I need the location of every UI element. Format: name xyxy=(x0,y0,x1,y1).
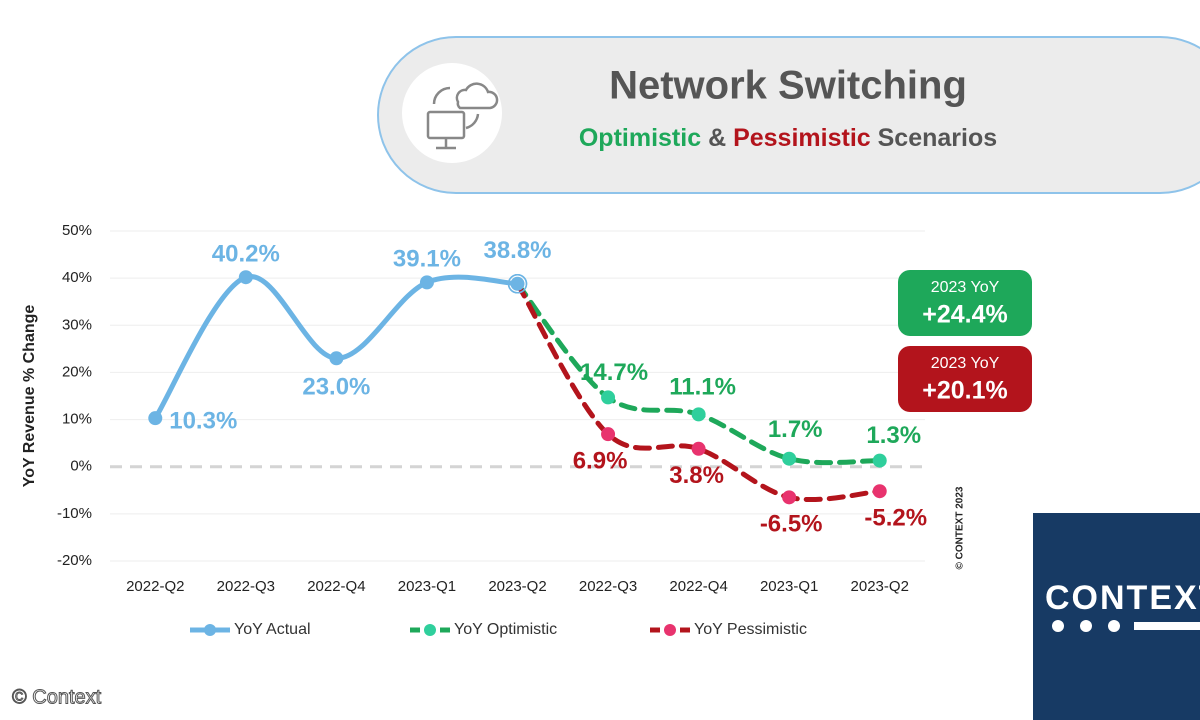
subtitle: Optimistic & Pessimistic Scenarios xyxy=(579,124,997,152)
badge xyxy=(898,346,1032,412)
legend-label: YoY Optimistic xyxy=(454,621,557,638)
marker xyxy=(872,484,887,499)
value-label: -6.5% xyxy=(760,511,823,538)
badge-heading: 2023 YoY xyxy=(931,355,1000,372)
subtitle-optimistic: Optimistic xyxy=(579,124,701,152)
logo-dots xyxy=(1052,620,1200,632)
header-pill xyxy=(377,36,1200,194)
logo-box xyxy=(1033,513,1200,720)
x-tick-label: 2023-Q1 xyxy=(760,578,818,595)
legend-marker xyxy=(204,624,216,636)
x-tick-label: 2022-Q4 xyxy=(669,578,727,595)
copyright: © CONTEXT 2023 xyxy=(955,486,966,569)
legend-marker xyxy=(424,624,436,636)
value-label: 11.1% xyxy=(669,374,736,401)
y-tick-label: 30% xyxy=(62,316,92,333)
marker xyxy=(691,441,706,456)
y-axis-label: YoY Revenue % Change xyxy=(21,305,38,488)
value-label: 1.3% xyxy=(866,422,921,449)
y-tick-label: 40% xyxy=(62,269,92,286)
value-label: 23.0% xyxy=(302,374,370,401)
marker xyxy=(419,275,434,290)
x-tick-label: 2023-Q1 xyxy=(398,578,456,595)
value-label: 1.7% xyxy=(768,416,823,443)
x-tick-label: 2023-Q2 xyxy=(851,578,909,595)
badge-heading: 2023 YoY xyxy=(931,279,1000,296)
badge-value: +24.4% xyxy=(922,301,1008,329)
y-tick-label: -20% xyxy=(57,552,92,569)
y-tick-label: 20% xyxy=(62,363,92,380)
marker xyxy=(872,453,887,468)
marker xyxy=(510,276,525,291)
y-tick-label: 50% xyxy=(62,222,92,239)
y-tick-label: -10% xyxy=(57,505,92,522)
x-tick-label: 2022-Q4 xyxy=(307,578,365,595)
subtitle-and: & xyxy=(708,124,726,152)
subtitle-rest: Scenarios xyxy=(878,124,998,152)
badge xyxy=(898,270,1032,336)
icon xyxy=(426,82,499,150)
marker xyxy=(238,270,253,285)
x-tick-label: 2022-Q3 xyxy=(579,578,637,595)
y-tick-label: 0% xyxy=(70,458,92,475)
marker xyxy=(148,411,163,426)
legend-label: YoY Actual xyxy=(234,621,311,638)
value-label: 38.8% xyxy=(483,237,551,264)
marker xyxy=(691,407,706,422)
legend-marker xyxy=(664,624,676,636)
series-line xyxy=(152,274,520,421)
x-tick-label: 2022-Q3 xyxy=(217,578,275,595)
marker xyxy=(782,490,797,505)
value-label: 6.9% xyxy=(573,448,628,475)
marker xyxy=(782,451,797,466)
value-label: 14.7% xyxy=(580,359,648,386)
chart-title: Network Switching xyxy=(609,64,967,108)
x-tick-label: 2023-Q2 xyxy=(488,578,546,595)
marker xyxy=(601,390,616,405)
subtitle-pessimistic: Pessimistic xyxy=(733,124,871,152)
logo-text: CONTEXT xyxy=(1045,579,1200,617)
marker xyxy=(507,274,528,294)
value-label: 39.1% xyxy=(393,246,461,273)
value-label: 10.3% xyxy=(169,408,237,435)
series-line xyxy=(515,281,883,503)
value-label: 40.2% xyxy=(212,241,280,268)
x-tick-label: 2022-Q2 xyxy=(126,578,184,595)
legend-label: YoY Pessimistic xyxy=(694,621,807,638)
badge-value: +20.1% xyxy=(922,377,1008,405)
y-tick-label: 10% xyxy=(62,411,92,428)
value-label: 3.8% xyxy=(669,462,724,489)
watermark: © Context xyxy=(12,686,102,708)
marker xyxy=(601,427,616,442)
value-label: -5.2% xyxy=(864,505,927,532)
marker xyxy=(329,351,344,366)
